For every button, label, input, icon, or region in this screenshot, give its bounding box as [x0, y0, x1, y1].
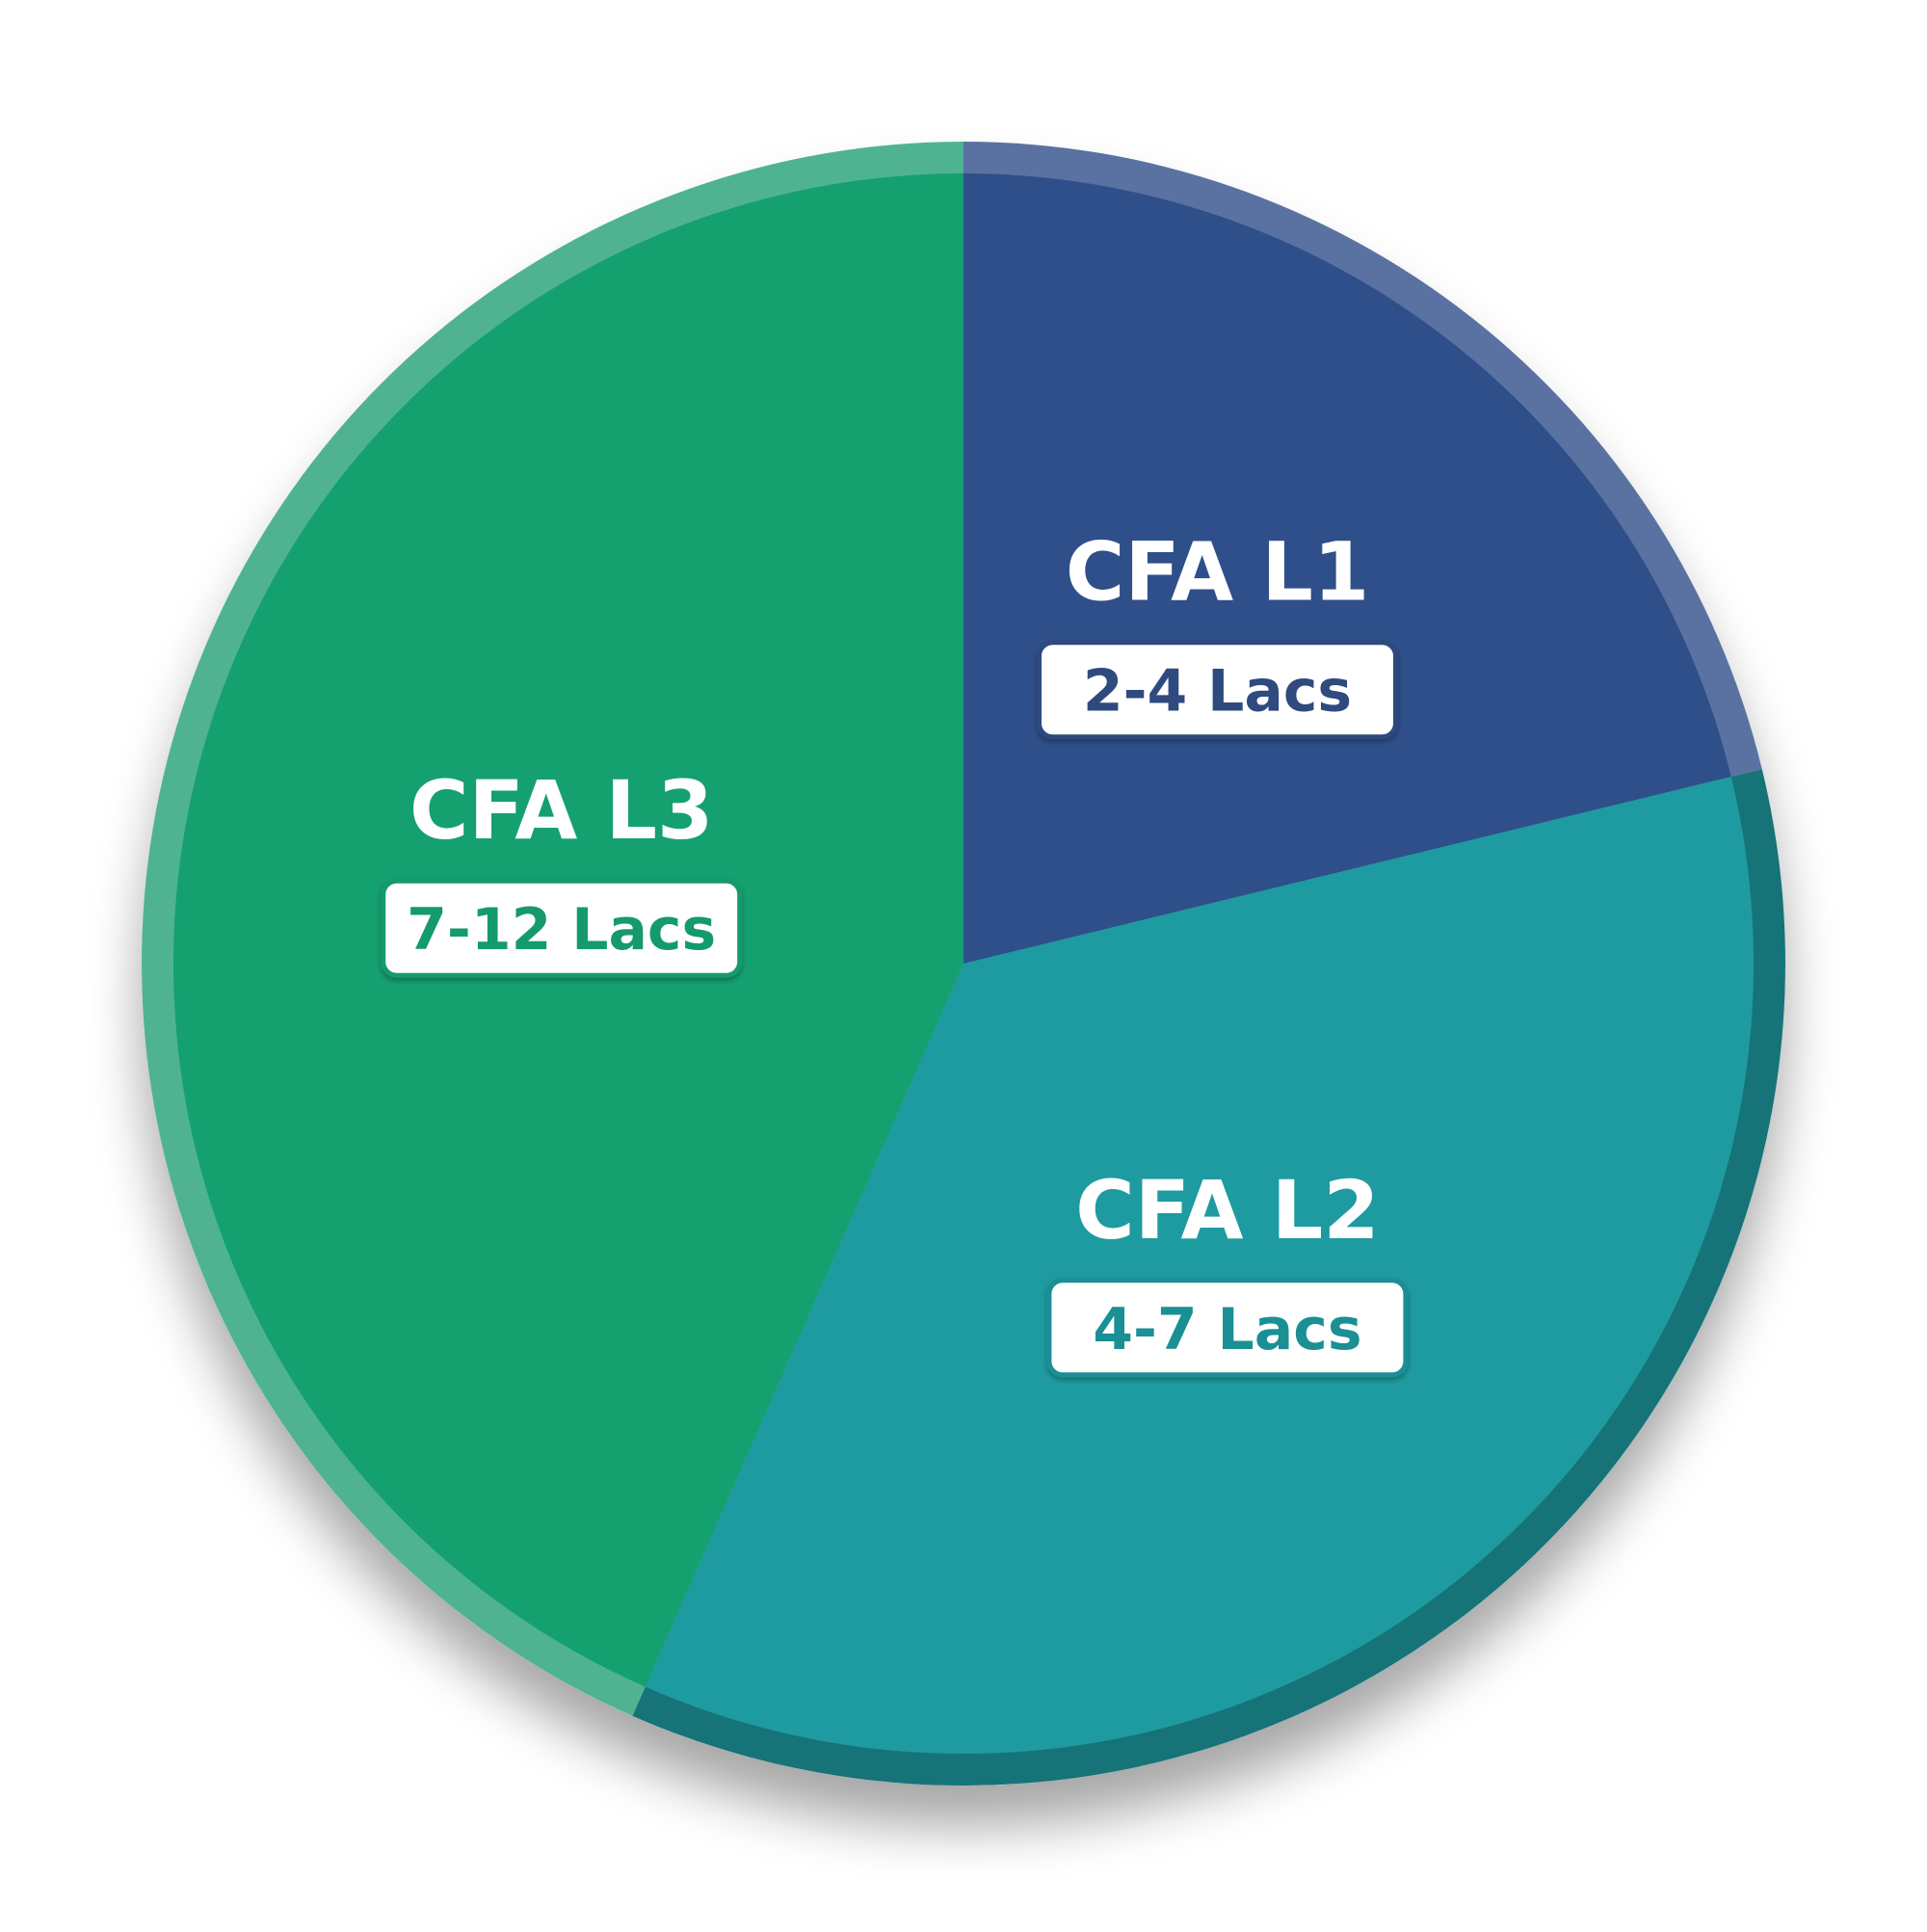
slice-range-box-cfa-l2	[1046, 1278, 1409, 1378]
slice-label-cfa-l2: CFA L2	[1075, 1163, 1380, 1257]
slice-range-box-cfa-l1	[1037, 640, 1398, 740]
slice-range-label-cfa-l2: 4-7 Lacs	[1093, 1296, 1361, 1363]
pie-slice-cfa-l1	[964, 173, 1731, 964]
slice-label-cfa-l3: CFA L3	[409, 763, 714, 858]
pie-slice-cfa-l2	[645, 777, 1755, 1755]
slice-range-label-cfa-l1: 2-4 Lacs	[1083, 658, 1352, 726]
slice-range-box-cfa-l3	[381, 878, 743, 978]
pie-labels-group: CFA L1 2-4 Lacs CFA L2 4-7 Lacs CFA L3 7-12 L…	[381, 525, 1409, 1378]
slice-label-cfa-l1: CFA L1	[1066, 525, 1370, 620]
slice-range-label-cfa-l3: 7-12 Lacs	[407, 896, 716, 964]
